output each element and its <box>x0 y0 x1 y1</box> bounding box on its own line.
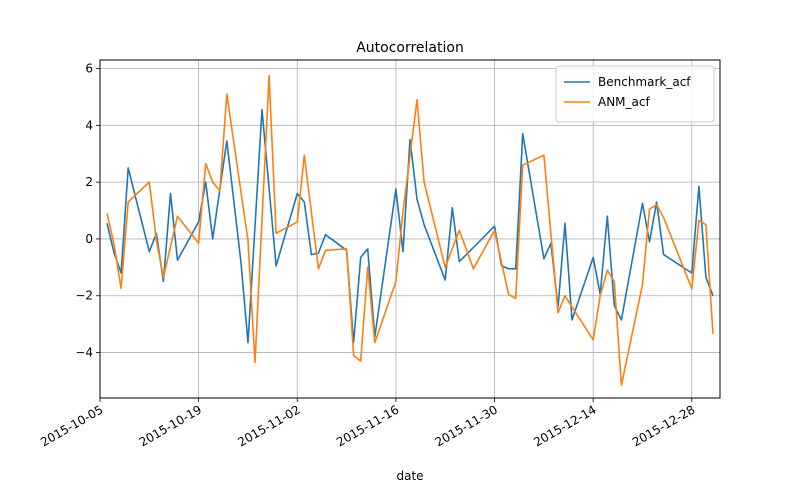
series-line-benchmark-acf <box>106 108 714 344</box>
x-axis-label: date <box>396 469 423 483</box>
y-tick-label: 4 <box>85 118 93 132</box>
series-line-anm-acf <box>106 74 714 387</box>
legend-label: Benchmark_acf <box>598 75 691 89</box>
plot-frame <box>99 59 721 399</box>
y-tick-label: −2 <box>75 289 93 303</box>
y-axis-ticks: −4 −2 0 2 4 6 <box>75 62 100 360</box>
series-lines <box>106 74 714 387</box>
legend-label: ANM_acf <box>598 95 650 109</box>
y-tick-label: 6 <box>85 62 93 76</box>
legend-box <box>555 65 715 123</box>
y-tick-label: 0 <box>85 232 93 246</box>
legend: Benchmark_acf ANM_acf <box>555 65 715 123</box>
y-tick-label: 2 <box>85 175 93 189</box>
chart-title: Autocorrelation <box>356 40 464 56</box>
y-tick-label: −4 <box>75 346 93 360</box>
grid-lines <box>99 60 720 398</box>
